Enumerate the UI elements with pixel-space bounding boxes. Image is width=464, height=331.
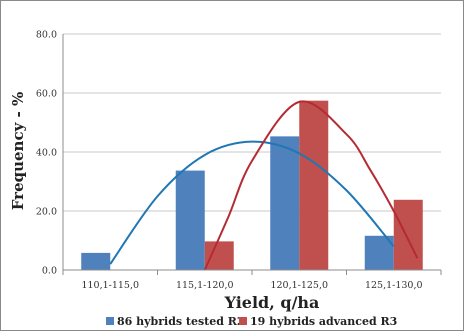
x-tick-label: 125,1-130,0 [365, 280, 423, 291]
legend: 86 hybrids tested R2 19 hybrids advanced … [106, 315, 397, 328]
y-tick-label: 80.0 [36, 30, 57, 41]
x-tick-label: 115,1-120,0 [176, 280, 234, 291]
tick-labels: 0.0 20.0 40.0 60.0 80.0 110,1-115,0 115,1-120,… [36, 30, 423, 292]
x-tick-label: 120,1-125,0 [270, 280, 328, 291]
y-tick-label: 20.0 [36, 207, 57, 218]
axes [62, 34, 442, 275]
bar-r3 [299, 100, 329, 270]
x-tick-label: 110,1-115,0 [81, 280, 139, 291]
bar-r2 [270, 136, 300, 270]
bar-r2 [81, 252, 111, 270]
trend-curves [109, 100, 419, 271]
trend-curve-r3 [203, 100, 419, 271]
legend-swatch-r3 [239, 317, 247, 325]
legend-label-r2: 86 hybrids tested R2 [117, 315, 245, 328]
legend-label-r3: 19 hybrids advanced R3 [250, 315, 397, 328]
y-tick-label: 0.0 [42, 266, 57, 277]
bar-r2 [175, 170, 205, 270]
bar-r3 [393, 199, 423, 270]
bars [81, 100, 423, 270]
y-tick-label: 40.0 [36, 148, 57, 159]
x-axis-title: Yield, q/ha [224, 293, 320, 312]
trend-curve-r2 [109, 140, 395, 265]
bar-r3 [204, 241, 234, 270]
y-tick-label: 60.0 [36, 89, 57, 100]
legend-swatch-r2 [106, 317, 114, 325]
grid-lines [63, 33, 441, 212]
y-axis-title: Frequency - % [9, 92, 27, 210]
